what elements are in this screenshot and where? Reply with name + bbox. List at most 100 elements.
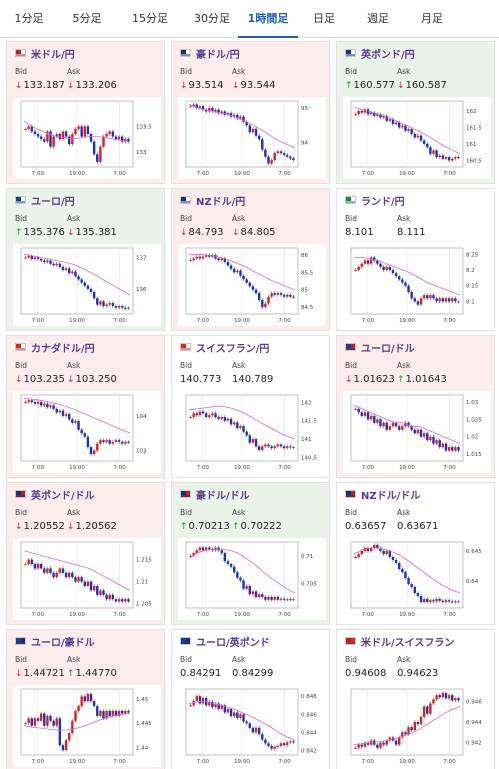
pair-name-link[interactable]: 豪ドル/ドル	[196, 491, 250, 502]
candle	[61, 745, 65, 751]
pair-name-link[interactable]: 米ドル/スイスフラン	[361, 638, 455, 649]
bid-price: ↓133.187	[15, 80, 65, 91]
tab-7[interactable]: 月足	[421, 12, 443, 25]
rate-card[interactable]: スイスフラン/円 Bid 140.773 Ask 140.789 7:00 19:00 7:0…	[171, 335, 330, 478]
candle	[264, 739, 267, 744]
pair-name-link[interactable]: NZドル/円	[196, 197, 246, 208]
mini-chart[interactable]: 7:00 19:00 7:00 137 136	[13, 244, 161, 326]
mini-chart[interactable]: 7:00 19:00 7:00 95 94	[178, 97, 326, 179]
pair-name-link[interactable]: ユーロ/円	[31, 197, 75, 208]
candle	[357, 554, 360, 557]
rate-card[interactable]: カナダドル/円 Bid ↓103.235 Ask ↓103.250 7:00 19:00 7:…	[6, 335, 165, 478]
mini-chart[interactable]: 7:00 19:00 7:00 0.71 0.705	[178, 538, 326, 620]
x-tick-label: 7:00	[278, 612, 291, 618]
pair-name-link[interactable]: ユーロ/英ポンド	[196, 638, 270, 649]
candle	[438, 695, 441, 698]
candle	[99, 146, 102, 162]
moving-average-line	[23, 550, 131, 591]
candle	[385, 266, 388, 270]
mini-chart[interactable]: 7:00 19:00 7:00 1.215 1.21 1.205	[13, 538, 161, 620]
candle	[111, 711, 115, 716]
candle	[49, 715, 52, 721]
candle	[422, 599, 426, 602]
bid-label: Bid	[345, 508, 357, 517]
candle	[245, 121, 248, 126]
tab-5[interactable]: 日足	[313, 12, 335, 25]
pair-name-link[interactable]: ユーロ/ドル	[361, 344, 415, 355]
y-tick-label: 103	[136, 449, 147, 455]
rate-card[interactable]: 豪ドル/ドル Bid ↑0.70213 Ask ↑0.70222 7:00 19:00 7:0…	[171, 482, 330, 625]
candle	[254, 439, 258, 447]
x-tick-label: 7:00	[113, 465, 126, 471]
rate-card[interactable]: ユーロ/円 Bid ↑135.376 Ask ↓135.381 7:00 19:00 7:00…	[6, 188, 165, 331]
mini-chart[interactable]: 7:00 19:00 7:00 1.45 1.445 1.44	[13, 685, 161, 767]
tab-6[interactable]: 週足	[367, 12, 389, 25]
candle	[279, 151, 283, 154]
bid-label: Bid	[180, 67, 192, 76]
mini-chart[interactable]: 7:00 19:00 7:00 0.946 0.944 0.942	[343, 685, 491, 767]
pair-name-link[interactable]: 米ドル/円	[31, 50, 75, 61]
pair-name-link[interactable]: NZドル/ドル	[361, 491, 421, 502]
candle	[195, 550, 198, 553]
candle	[92, 701, 96, 707]
x-tick-label: 7:00	[197, 465, 210, 471]
rate-card[interactable]: 米ドル/円 Bid ↓133.187 Ask ↓133.206 7:00 19:00 7:00…	[6, 41, 165, 184]
candle	[111, 303, 115, 307]
mini-chart[interactable]: 7:00 19:00 7:00 8.25 8.2 8.15 8.1	[343, 244, 491, 326]
candle	[416, 429, 420, 434]
rate-card[interactable]: ユーロ/英ポンド Bid 0.84291 Ask 0.84299 7:00 19:00 7:0…	[171, 629, 330, 769]
rate-card[interactable]: 英ポンド/ドル Bid ↓1.20552 Ask ↓1.20562 7:00 19:00 7:…	[6, 482, 165, 625]
rate-card[interactable]: ユーロ/ドル Bid ↓1.01623 Ask ↑1.01643 7:00 19:00 7:0…	[336, 335, 495, 478]
mini-chart[interactable]: 7:00 19:00 7:00 142 141.5 141 140.5	[178, 391, 326, 473]
y-tick-label: 95	[301, 106, 308, 112]
candle	[27, 126, 30, 129]
mini-chart[interactable]: 7:00 19:00 7:00 104 103	[13, 391, 161, 473]
pair-name-link[interactable]: 豪ドル/円	[196, 50, 240, 61]
candle	[68, 268, 71, 274]
candle	[201, 698, 205, 704]
rate-card[interactable]: ランド/円 Bid 8.101 Ask 8.111 7:00 19:00 7:00 8.25 8.…	[336, 188, 495, 331]
candle	[447, 447, 451, 451]
candle	[33, 401, 37, 404]
candle	[30, 400, 33, 402]
pair-name-link[interactable]: ユーロ/豪ドル	[31, 638, 95, 649]
candle	[286, 742, 289, 746]
pair-name-link[interactable]: スイスフラン/円	[196, 344, 270, 355]
mini-chart[interactable]: 7:00 19:00 7:00 133.5 133	[13, 97, 161, 179]
tab-3[interactable]: 30分足	[194, 12, 230, 25]
candle	[357, 408, 360, 413]
candle	[108, 303, 111, 305]
rate-card[interactable]: ユーロ/豪ドル Bid ↓1.44721 Ask ↑1.44770 7:00 19:00 7:…	[6, 629, 165, 769]
rate-card[interactable]: NZドル/円 Bid ↓84.793 Ask ↓84.805 7:00 19:00 7:00 8…	[171, 188, 330, 331]
tab-0[interactable]: 1分足	[14, 12, 44, 25]
mini-chart[interactable]: 7:00 19:00 7:00 162 161.5 161 160.5	[343, 97, 491, 179]
arrow-down-icon: ↓	[397, 81, 405, 91]
candle	[394, 740, 398, 745]
x-tick-label: 19:00	[399, 318, 415, 324]
rate-card[interactable]: 英ポンド/円 Bid ↑160.577 Ask ↓160.587 7:00 19:00 7:0…	[336, 41, 495, 184]
mini-chart[interactable]: 7:00 19:00 7:00 0.848 0.846 0.844 0.842	[178, 685, 326, 767]
candle	[289, 741, 292, 743]
bid-label: Bid	[15, 214, 27, 223]
tab-1[interactable]: 5分足	[72, 12, 102, 25]
pair-name-link[interactable]: カナダドル/円	[31, 344, 95, 355]
candle	[242, 275, 245, 280]
rate-card[interactable]: 米ドル/スイスフラン Bid 0.94608 Ask 0.94623 7:00 19:00 7…	[336, 629, 495, 769]
candle	[64, 131, 68, 137]
mini-chart[interactable]: 7:00 19:00 7:00 86 85.5 85 84.5	[178, 244, 326, 326]
tab-2[interactable]: 15分足	[132, 12, 168, 25]
x-tick-label: 7:00	[362, 465, 375, 471]
pair-name-link[interactable]: ランド/円	[361, 197, 405, 208]
tab-4[interactable]: 1時間足	[238, 0, 298, 38]
rate-card[interactable]: NZドル/ドル Bid 0.63657 Ask 0.63671 7:00 19:00 7:00…	[336, 482, 495, 625]
candle	[251, 727, 255, 733]
candle	[257, 727, 261, 735]
mini-chart[interactable]: 7:00 19:00 7:00 0.645 0.64	[343, 538, 491, 620]
candle	[211, 549, 214, 551]
pair-name-link[interactable]: 英ポンド/ドル	[31, 491, 95, 502]
pair-name-link[interactable]: 英ポンド/円	[361, 50, 415, 61]
y-tick-label: 0.645	[466, 549, 482, 555]
mini-chart[interactable]: 7:00 19:00 7:00 1.03 1.025 1.02 1.015	[343, 391, 491, 473]
rate-card[interactable]: 豪ドル/円 Bid ↓93.514 Ask ↓93.544 7:00 19:00 7:00 95…	[171, 41, 330, 184]
candle	[39, 564, 43, 569]
